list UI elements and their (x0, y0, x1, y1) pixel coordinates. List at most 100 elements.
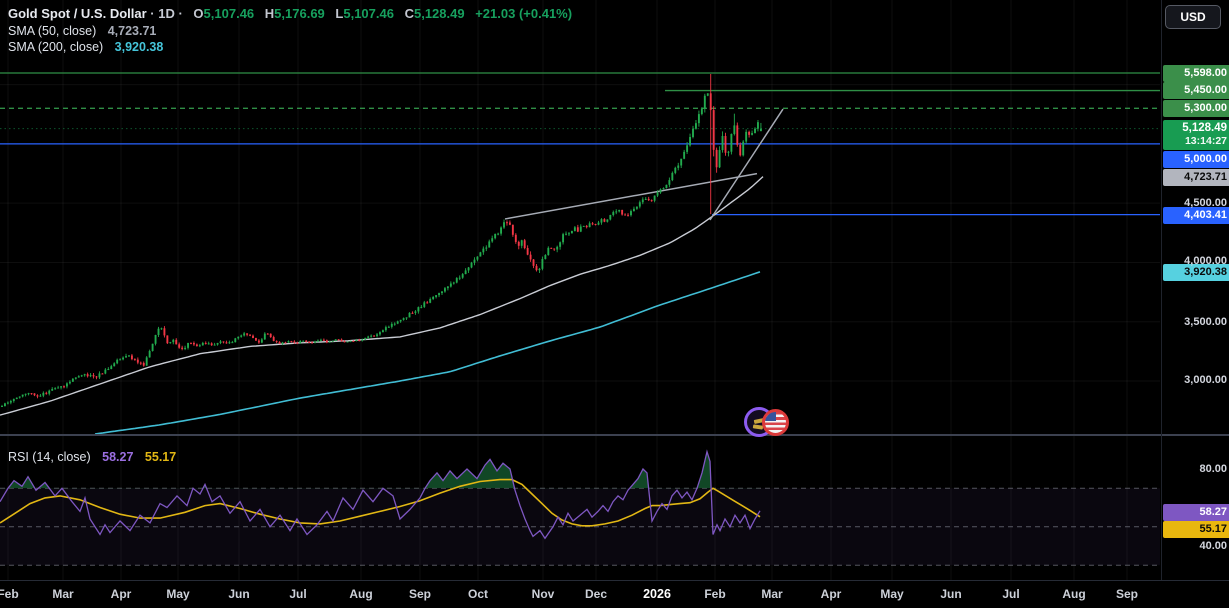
candle-body (373, 335, 376, 337)
candle-body (730, 133, 733, 152)
time-axis-label: Jul (1002, 587, 1020, 601)
time-axis-label: Nov (531, 587, 555, 601)
time-axis-label: Sep (1115, 587, 1139, 601)
candle-body (517, 241, 520, 246)
candle-body (169, 342, 172, 344)
candle-body (638, 202, 641, 207)
candle-body (757, 122, 759, 129)
candle-body (266, 333, 269, 335)
candle-body (367, 336, 370, 338)
trendline[interactable] (709, 108, 784, 221)
candle-body (172, 339, 175, 343)
candle-body (18, 396, 21, 398)
candle-body (700, 108, 703, 115)
candle-body (538, 268, 541, 271)
candle-body (74, 377, 77, 379)
candle-body (60, 386, 63, 388)
candle-body (133, 359, 136, 361)
candle-body (497, 233, 500, 235)
rsi-ma-line[interactable] (0, 478, 761, 527)
candle-body (724, 135, 727, 153)
candle-body (680, 158, 683, 166)
sma200-legend[interactable]: SMA (200, close) 3,920.38 (8, 40, 163, 54)
candle-body (585, 225, 588, 228)
candle-body (325, 340, 328, 343)
candle-body (452, 282, 455, 284)
candle-body (393, 323, 396, 325)
candle-body (234, 338, 237, 343)
candle-body (54, 388, 57, 390)
change-value: +21.03 (+0.41%) (475, 6, 573, 21)
candle-body (113, 363, 116, 367)
symbol-legend[interactable]: Gold Spot / U.S. Dollar · 1D · O5,107.46… (8, 6, 572, 21)
candle-body (594, 224, 597, 226)
candle-body (252, 335, 254, 338)
time-axis-label: Dec (584, 587, 608, 601)
price-scale-tick: 80.00 (1199, 463, 1227, 475)
candle-body (754, 128, 756, 134)
price-scale-tick: 4,500.00 (1184, 197, 1227, 209)
candle-body (77, 376, 80, 378)
candle-body (66, 383, 68, 387)
candle-body (470, 262, 473, 268)
price-scale-tick: 4,000.00 (1184, 255, 1227, 267)
price-scale-label: 4,723.71 (1163, 168, 1229, 186)
ohlc-high-value: 5,176.69 (274, 6, 325, 21)
candle-body (284, 342, 287, 344)
candle-body (151, 343, 154, 352)
sma-200-line[interactable] (94, 271, 761, 435)
sma-50-line[interactable] (0, 176, 764, 416)
candle-body (514, 234, 517, 242)
candle-body (15, 397, 18, 400)
candle-body (48, 390, 51, 394)
candle-body (632, 208, 635, 212)
candle-body (399, 319, 402, 322)
rsi-legend[interactable]: RSI (14, close) 58.27 55.17 (8, 450, 176, 464)
rsi-line[interactable] (0, 449, 761, 540)
candle-body (506, 222, 508, 224)
candle-body (727, 151, 730, 153)
candle-body (128, 355, 130, 357)
candle-body (432, 296, 435, 300)
candle-body (42, 392, 45, 396)
symbol-title: Gold Spot / U.S. Dollar (8, 6, 147, 21)
time-axis-label: Feb (0, 587, 19, 601)
candle-body (390, 323, 393, 327)
candle-body (63, 386, 65, 388)
candle-body (677, 165, 680, 168)
candle-body (119, 359, 122, 361)
candle-body (733, 125, 736, 134)
price-scale-label: 58.27 (1163, 503, 1229, 521)
trendline[interactable] (504, 172, 758, 220)
rsi-value: 58.27 (102, 450, 134, 464)
sma50-legend[interactable]: SMA (50, close) 4,723.71 (8, 24, 156, 38)
candle-body (511, 224, 514, 235)
candle-body (573, 227, 576, 231)
time-axis-label: Aug (349, 587, 373, 601)
candle-body (420, 306, 423, 308)
candle-body (435, 295, 438, 297)
candle-body (485, 247, 488, 249)
candle-body (178, 344, 181, 348)
timeframe-label[interactable]: · 1D · (150, 6, 183, 21)
candle-body (275, 340, 278, 342)
candle-body (269, 333, 272, 338)
candle-body (674, 167, 677, 173)
candle-body (195, 344, 198, 347)
candle-body (381, 330, 384, 333)
candle-body (228, 342, 231, 344)
price-scale-label: 3,920.38 (1163, 263, 1229, 281)
candle-body (346, 341, 349, 343)
candle-body (281, 342, 284, 344)
candle-body (361, 339, 364, 341)
candle-body (550, 247, 553, 249)
candle-body (426, 302, 429, 304)
time-axis-label: Jun (228, 587, 250, 601)
candle-body (33, 393, 36, 396)
candle-body (319, 339, 322, 341)
candle-body (656, 192, 659, 196)
candle-body (689, 137, 691, 146)
currency-usd-button[interactable]: USD (1165, 5, 1221, 29)
time-axis-label: Apr (820, 587, 842, 601)
